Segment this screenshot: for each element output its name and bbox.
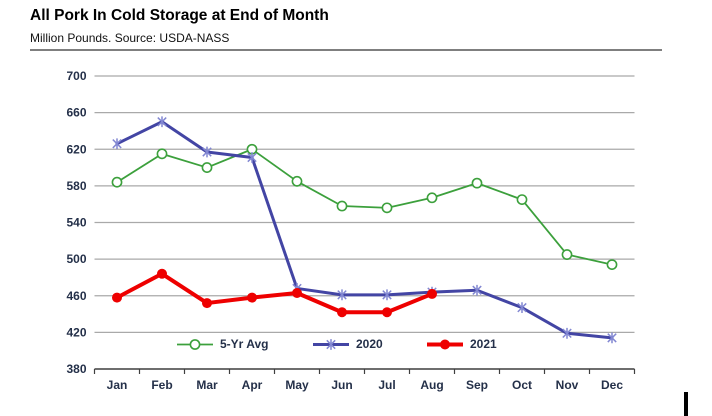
data-point-5-yr-avg [516, 194, 528, 206]
data-point-2021 [382, 307, 392, 318]
y-axis-tick-label: 700 [66, 69, 86, 83]
x-axis-month-label: Sep [466, 378, 488, 392]
legend-marker-5yr-avg-icon [177, 339, 213, 350]
data-point-2020 [112, 138, 122, 150]
data-point-5-yr-avg [291, 175, 303, 187]
data-point-2021 [337, 307, 347, 318]
data-point-5-yr-avg [561, 249, 573, 260]
x-axis-month-label: Jul [378, 378, 395, 392]
data-point-2021 [202, 298, 212, 309]
data-point-2021 [247, 292, 257, 303]
data-point-2020 [382, 289, 392, 301]
data-point-2021 [427, 288, 437, 299]
x-axis-month-label: Jun [331, 378, 352, 392]
y-axis-tick-label: 620 [66, 142, 86, 156]
legend-label-2021: 2021 [470, 337, 497, 351]
series-5-yr-avg [111, 143, 618, 271]
legend-label-5yr-avg: 5-Yr Avg [220, 337, 269, 351]
legend-marker-2021-icon [427, 339, 463, 350]
data-point-2020 [472, 284, 482, 296]
legend-item-2021: 2021 [426, 337, 497, 352]
header-divider [30, 49, 662, 51]
data-point-2021 [157, 268, 167, 279]
data-point-2020 [517, 302, 527, 314]
data-point-2020 [562, 327, 572, 339]
x-axis-month-label: Jan [107, 378, 128, 392]
y-axis-tick-label: 380 [66, 362, 86, 376]
y-axis-tick-label: 500 [66, 252, 86, 266]
data-point-2021 [112, 292, 122, 303]
data-point-5-yr-avg [189, 339, 201, 350]
series-line-2021 [115, 271, 434, 315]
x-axis-month-label: Apr [242, 378, 263, 392]
y-axis-tick-label: 660 [66, 106, 86, 120]
data-point-2020 [326, 339, 336, 350]
y-axis-tick-label: 580 [66, 179, 86, 193]
x-axis-month-label: May [285, 378, 309, 392]
data-point-2020 [607, 332, 617, 344]
data-point-2021 [440, 339, 450, 350]
data-point-5-yr-avg [606, 259, 618, 271]
x-axis-month-label: Mar [196, 378, 218, 392]
legend-item-2020: 2020 [312, 337, 383, 352]
data-point-5-yr-avg [156, 148, 168, 160]
data-point-5-yr-avg [426, 192, 438, 204]
y-axis-tick-label: 540 [66, 216, 86, 230]
data-point-2021 [292, 288, 302, 299]
x-axis-month-label: Nov [556, 378, 579, 392]
legend-item-5yr-avg: 5-Yr Avg [176, 337, 268, 352]
data-point-5-yr-avg [471, 177, 483, 189]
x-axis-month-label: Dec [601, 378, 623, 392]
x-axis-month-label: Feb [151, 378, 172, 392]
chart-subtitle: Million Pounds. Source: USDA-NASS [30, 31, 230, 45]
data-point-5-yr-avg [201, 162, 213, 173]
series-line-2020 [115, 120, 614, 340]
data-point-2020 [202, 146, 212, 158]
series-2021 [112, 268, 437, 318]
legend-marker-2020-icon [313, 339, 349, 350]
data-point-2020 [337, 289, 347, 301]
data-point-5-yr-avg [336, 200, 348, 212]
data-point-2020 [247, 152, 257, 163]
text-cursor-artifact [684, 392, 688, 416]
data-point-5-yr-avg [111, 176, 123, 188]
series-2020 [112, 116, 617, 344]
chart-title: All Pork In Cold Storage at End of Month [30, 7, 329, 24]
x-axis-month-label: Aug [420, 378, 443, 392]
y-axis-tick-label: 460 [66, 289, 86, 303]
legend-label-2020: 2020 [356, 337, 383, 351]
data-point-5-yr-avg [381, 202, 393, 214]
x-axis-month-label: Oct [512, 378, 532, 392]
series-line-5-yr-avg [116, 148, 613, 266]
y-axis-tick-label: 420 [66, 325, 86, 339]
data-point-2020 [157, 116, 167, 128]
